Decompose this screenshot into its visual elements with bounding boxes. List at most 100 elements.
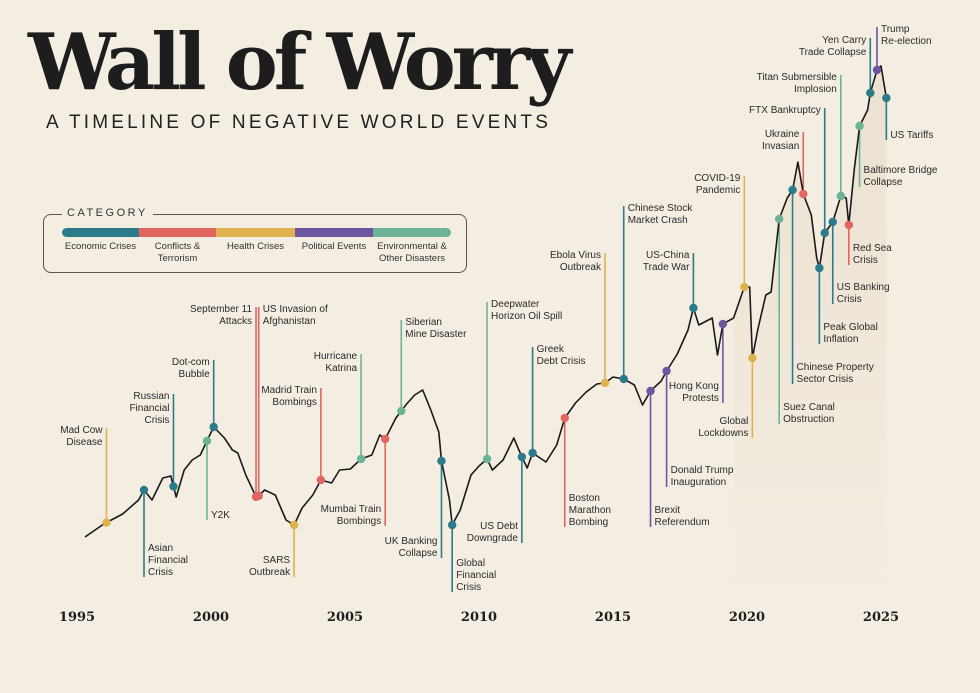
event-label: Chinese Property Sector Crisis bbox=[796, 362, 874, 385]
x-tick-label: 2025 bbox=[862, 610, 900, 625]
area-layer bbox=[733, 66, 887, 600]
page-subtitle: A TIMELINE OF NEGATIVE WORLD EVENTS bbox=[46, 112, 552, 133]
x-tick-label: 2010 bbox=[460, 610, 498, 625]
legend-label-environmental: Environmental & Other Disasters bbox=[377, 241, 447, 264]
event-label: Y2K bbox=[210, 510, 230, 521]
event-label: SARS Outbreak bbox=[248, 555, 291, 578]
event-marker[interactable] bbox=[718, 319, 728, 329]
event-marker[interactable] bbox=[517, 452, 527, 462]
event-label: US Tariffs bbox=[890, 130, 934, 141]
event-marker[interactable] bbox=[102, 518, 111, 527]
event-marker[interactable] bbox=[482, 454, 492, 464]
legend-swatch-political bbox=[295, 228, 373, 237]
event-marker[interactable] bbox=[254, 491, 263, 501]
event-label: Peak Global Inflation bbox=[823, 322, 878, 345]
legend-swatch-conflict bbox=[139, 228, 216, 237]
x-tick-label: 2015 bbox=[594, 610, 632, 625]
event-label: Mad Cow Disease bbox=[60, 425, 103, 448]
event-marker[interactable] bbox=[855, 121, 864, 131]
event-label: COVID-19 Pandemic bbox=[694, 173, 741, 196]
event-label: Suez Canal Obstruction bbox=[783, 402, 835, 425]
event-marker[interactable] bbox=[740, 282, 749, 292]
event-label: Baltimore Bridge Collapse bbox=[863, 165, 938, 188]
event-label: Madrid Train Bombings bbox=[261, 385, 317, 408]
event-label: US Invasion of Afghanistan bbox=[262, 304, 328, 327]
event-label: Titan Submersible Implosion bbox=[756, 72, 837, 95]
event-label: Siberian Mine Disaster bbox=[405, 317, 467, 340]
event-marker[interactable] bbox=[397, 406, 406, 416]
event-label: Hong Kong Protests bbox=[668, 381, 719, 404]
legend-label-conflict: Conflicts & Terrorism bbox=[154, 241, 201, 264]
recent-area-shade bbox=[733, 66, 887, 600]
legend-label-health: Health Crises bbox=[226, 241, 285, 252]
event-label: Ebola Virus Outbreak bbox=[550, 250, 601, 273]
stem-layer bbox=[105, 27, 888, 592]
event-label: Trump Re-election bbox=[880, 24, 932, 47]
event-label: Global Financial Crisis bbox=[456, 558, 497, 593]
event-marker[interactable] bbox=[828, 217, 837, 227]
event-marker[interactable] bbox=[437, 456, 446, 466]
legend-label-economic: Economic Crises bbox=[64, 241, 137, 252]
category-legend: CATEGORY Economic Crises Conflicts & Terr… bbox=[43, 207, 467, 273]
event-label: Brexit Referendum bbox=[654, 505, 710, 528]
legend-swatch-economic bbox=[62, 228, 139, 237]
event-label: FTX Bankruptcy bbox=[749, 105, 821, 116]
event-label: September 11 Attacks bbox=[189, 304, 253, 327]
dot-layer bbox=[102, 65, 891, 530]
event-marker[interactable] bbox=[872, 65, 882, 75]
event-marker[interactable] bbox=[169, 482, 178, 491]
event-label: Donald Trump Inauguration bbox=[670, 465, 734, 488]
x-tick-label: 1995 bbox=[58, 610, 96, 625]
event-label: Deepwater Horizon Oil Spill bbox=[491, 299, 563, 322]
event-marker[interactable] bbox=[356, 454, 366, 464]
legend-label-political: Political Events bbox=[301, 241, 367, 252]
event-marker[interactable] bbox=[662, 366, 671, 376]
event-label: Dot-com Bubble bbox=[171, 357, 210, 380]
event-label: Russian Financial Crisis bbox=[129, 391, 170, 426]
event-marker[interactable] bbox=[560, 413, 569, 423]
legend-title: CATEGORY bbox=[62, 207, 153, 219]
event-label: Global Lockdowns bbox=[698, 416, 749, 439]
event-marker[interactable] bbox=[882, 93, 891, 103]
event-marker[interactable] bbox=[600, 378, 610, 388]
event-marker[interactable] bbox=[528, 448, 537, 458]
x-tick-label: 2020 bbox=[728, 610, 766, 625]
legend-swatch-health bbox=[216, 228, 295, 237]
event-label: Boston Marathon Bombing bbox=[568, 493, 611, 528]
event-label: Yen Carry Trade Collapse bbox=[798, 35, 867, 58]
event-marker[interactable] bbox=[202, 436, 212, 446]
event-label: Hurricane Katrina bbox=[313, 351, 358, 374]
event-label: Red Sea Crisis bbox=[852, 243, 892, 266]
event-marker[interactable] bbox=[866, 88, 875, 98]
event-marker[interactable] bbox=[788, 185, 797, 195]
event-marker[interactable] bbox=[799, 189, 808, 199]
event-label: US-China Trade War bbox=[642, 250, 690, 273]
event-marker[interactable] bbox=[381, 434, 390, 444]
event-label: Mumbai Train Bombings bbox=[320, 504, 382, 527]
event-label: US Debt Downgrade bbox=[466, 521, 518, 544]
event-marker[interactable] bbox=[316, 475, 326, 485]
event-marker[interactable] bbox=[815, 263, 824, 273]
event-marker[interactable] bbox=[844, 220, 854, 230]
x-tick-label: 2000 bbox=[192, 610, 230, 625]
legend-swatch-environmental bbox=[373, 228, 451, 237]
x-tick-label: 2005 bbox=[326, 610, 364, 625]
page-title: Wall of Worry bbox=[28, 17, 571, 108]
event-label: Greek Debt Crisis bbox=[536, 344, 586, 367]
event-marker[interactable] bbox=[646, 386, 655, 396]
event-marker[interactable] bbox=[448, 520, 457, 530]
event-marker[interactable] bbox=[748, 353, 757, 363]
event-label: Asian Financial Crisis bbox=[148, 543, 189, 578]
event-marker[interactable] bbox=[820, 228, 829, 238]
event-marker[interactable] bbox=[289, 520, 299, 530]
index-line bbox=[84, 65, 888, 538]
event-marker[interactable] bbox=[836, 191, 845, 201]
event-marker[interactable] bbox=[774, 214, 784, 224]
line-layer bbox=[84, 65, 888, 538]
event-label: US Banking Crisis bbox=[836, 282, 890, 305]
event-marker[interactable] bbox=[139, 485, 149, 495]
event-marker[interactable] bbox=[689, 303, 698, 313]
event-marker[interactable] bbox=[619, 374, 628, 384]
event-marker[interactable] bbox=[209, 422, 218, 432]
